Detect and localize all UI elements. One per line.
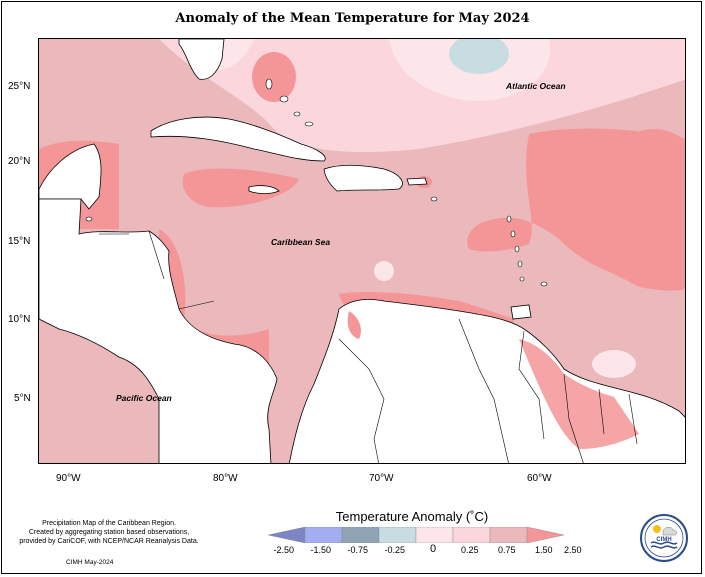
legend-value-label: 0.25 <box>461 545 479 555</box>
land-yucatan <box>39 143 102 210</box>
land-jamaica <box>248 185 280 195</box>
caribbean-sea-label: Caribbean Sea <box>271 237 331 247</box>
y-tick-15n: 15°N <box>8 236 31 247</box>
legend-value-label: -0.75 <box>347 545 369 555</box>
credits-text: Precipitation Map of the Caribbean Regio… <box>14 519 204 546</box>
legend-swatch <box>378 527 417 543</box>
credits-line-2: Created by aggregating station based obs… <box>28 529 190 536</box>
credits-line-1: Precipitation Map of the Caribbean Regio… <box>42 520 176 527</box>
credits-date: CIMH May-2024 <box>66 559 114 566</box>
y-tick-25n: 25°N <box>8 81 31 92</box>
anomaly-warm-east-core <box>594 129 685 289</box>
anomaly-warm-bahamas <box>252 52 296 102</box>
legend-value-label: 0 <box>430 543 437 555</box>
land-florida <box>178 39 225 80</box>
legend-swatch <box>267 527 306 543</box>
anomaly-pale-guyana <box>592 350 636 378</box>
y-tick-20n: 20°N <box>8 156 31 167</box>
x-tick-60w: 60°W <box>527 473 552 484</box>
logo-text: CIMH <box>656 537 671 543</box>
map-panel <box>38 38 686 464</box>
legend-value-label: 0.75 <box>498 545 516 555</box>
cimh-logo: CIMH <box>639 513 689 563</box>
x-tick-90w: 90°W <box>56 473 81 484</box>
x-tick-80w: 80°W <box>213 473 238 484</box>
legend-swatch <box>526 527 565 543</box>
legend-title: Temperature Anomaly (˚C) <box>335 509 489 524</box>
land-cuba <box>150 116 326 162</box>
y-tick-5n: 5°N <box>14 393 31 404</box>
x-tick-70w: 70°W <box>369 473 394 484</box>
legend-swatch <box>415 527 454 543</box>
country-borders <box>99 230 638 463</box>
legend-swatch <box>341 527 380 543</box>
land-trinidad <box>510 304 532 320</box>
anomaly-warm-jamaica <box>182 168 299 208</box>
land-central-america <box>39 198 278 463</box>
land-puerto-rico <box>406 177 428 186</box>
anomaly-pale-spot <box>374 261 394 281</box>
legend-colorbar <box>267 527 565 543</box>
legend-swatches <box>267 527 565 543</box>
legend-swatch <box>452 527 491 543</box>
pacific-ocean-label: Pacific Ocean <box>116 393 172 403</box>
legend-value-label: -2.50 <box>273 545 295 555</box>
anomaly-warm-guianas-land <box>519 339 639 449</box>
atlantic-ocean-label: Atlantic Ocean <box>506 81 566 91</box>
legend-swatch <box>489 527 528 543</box>
map-title: Anomaly of the Mean Temperature for May … <box>175 11 530 26</box>
legend-value-label: 1.50 <box>535 545 553 555</box>
legend-value-label: 2.50 <box>564 545 582 555</box>
y-tick-10n: 10°N <box>8 314 31 325</box>
legend-swatch <box>304 527 343 543</box>
legend-value-label: -1.50 <box>310 545 332 555</box>
anomaly-warm-maracaibo <box>347 311 361 339</box>
anomaly-map <box>39 39 685 463</box>
anomaly-cool-patch <box>449 39 509 74</box>
cimh-logo-icon: CIMH <box>640 514 688 562</box>
legend-value-label: -0.25 <box>384 545 406 555</box>
credits-line-3: provided by CariCOF, with NCEP/NCAR Rean… <box>19 538 199 545</box>
land-hispaniola <box>323 164 403 192</box>
small-islands <box>85 78 548 287</box>
